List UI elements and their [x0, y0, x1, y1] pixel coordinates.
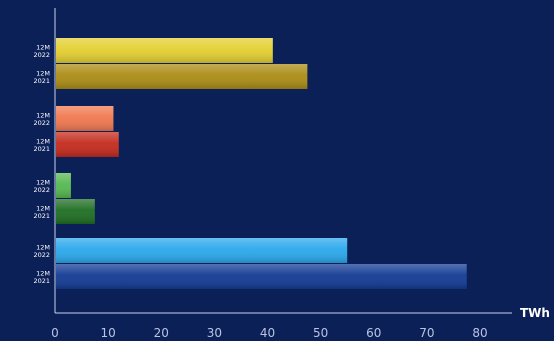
- bar-highlight-0-1: [56, 64, 308, 89]
- y-tick-period-1-1: 12M: [36, 138, 50, 146]
- x-tick-5: 50: [313, 326, 328, 340]
- x-tick-0: 0: [51, 326, 59, 340]
- y-tick-year-3-0: 2022: [33, 251, 50, 259]
- y-tick-year-1-1: 2021: [33, 145, 50, 153]
- bar-highlight-2-0: [56, 173, 71, 198]
- bars-layer: [56, 38, 467, 289]
- x-tick-labels: 0 10 20 30 40 50 60 70 80: [51, 326, 487, 340]
- unit-label: TWh: [520, 306, 550, 320]
- bar-highlight-0-0: [56, 38, 273, 63]
- y-tick-period-3-1: 12M: [36, 270, 50, 278]
- x-tick-2: 20: [154, 326, 169, 340]
- y-tick-period-0-1: 12M: [36, 70, 50, 78]
- y-tick-period-0-0: 12M: [36, 44, 50, 52]
- x-tick-7: 70: [419, 326, 434, 340]
- y-tick-year-0-0: 2022: [33, 51, 50, 59]
- x-tick-3: 30: [207, 326, 222, 340]
- bar-highlight-3-1: [56, 264, 467, 289]
- y-tick-year-0-1: 2021: [33, 77, 50, 85]
- y-tick-labels: 12M202212M202112M202212M202112M202212M20…: [33, 44, 50, 286]
- y-tick-period-3-0: 12M: [36, 244, 50, 252]
- x-tick-1: 10: [100, 326, 115, 340]
- bar-highlight-3-0: [56, 238, 348, 263]
- y-tick-period-2-1: 12M: [36, 205, 50, 213]
- x-tick-8: 80: [472, 326, 487, 340]
- y-tick-period-2-0: 12M: [36, 179, 50, 187]
- bar-highlight-1-0: [56, 106, 114, 131]
- y-tick-year-3-1: 2021: [33, 277, 50, 285]
- y-tick-year-1-0: 2022: [33, 119, 50, 127]
- bar-highlight-2-1: [56, 199, 95, 224]
- y-tick-year-2-1: 2021: [33, 212, 50, 220]
- bar-highlight-1-1: [56, 132, 119, 157]
- x-tick-6: 60: [366, 326, 381, 340]
- y-tick-period-1-0: 12M: [36, 112, 50, 120]
- x-tick-4: 40: [260, 326, 275, 340]
- y-tick-year-2-0: 2022: [33, 186, 50, 194]
